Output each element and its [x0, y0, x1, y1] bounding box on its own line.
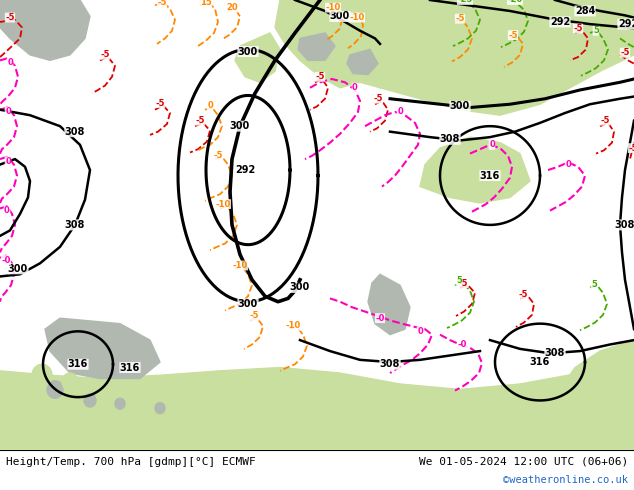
Text: -10: -10: [233, 261, 248, 270]
Text: -10: -10: [216, 199, 231, 209]
Text: -5: -5: [600, 116, 610, 125]
Polygon shape: [420, 137, 530, 203]
Text: 0: 0: [397, 107, 403, 117]
Text: 292: 292: [550, 17, 570, 27]
Text: -10: -10: [325, 3, 340, 12]
Polygon shape: [298, 33, 335, 60]
Text: Height/Temp. 700 hPa [gdmp][°C] ECMWF: Height/Temp. 700 hPa [gdmp][°C] ECMWF: [6, 457, 256, 467]
Text: -5: -5: [573, 24, 583, 33]
Polygon shape: [45, 318, 160, 378]
Text: 308: 308: [65, 220, 85, 230]
Polygon shape: [368, 274, 410, 335]
Text: -5: -5: [628, 144, 634, 152]
Circle shape: [84, 394, 96, 407]
Polygon shape: [347, 49, 378, 74]
Text: 300: 300: [330, 11, 350, 22]
Text: 316: 316: [68, 359, 88, 369]
Text: We 01-05-2024 12:00 UTC (06+06): We 01-05-2024 12:00 UTC (06+06): [418, 457, 628, 467]
Text: -0: -0: [375, 314, 385, 323]
Text: -10: -10: [349, 13, 365, 22]
Polygon shape: [0, 0, 90, 60]
Text: 316: 316: [120, 363, 140, 372]
Text: 308: 308: [380, 359, 400, 369]
Text: 5: 5: [456, 276, 462, 285]
Text: 5: 5: [591, 280, 597, 289]
Text: 284: 284: [575, 6, 595, 16]
Text: 0: 0: [207, 101, 213, 110]
Text: 292: 292: [235, 165, 255, 175]
Text: 15: 15: [200, 0, 212, 7]
Text: 300: 300: [238, 299, 258, 309]
Text: 20: 20: [226, 3, 238, 12]
Polygon shape: [275, 0, 430, 88]
Text: -5: -5: [5, 13, 15, 22]
Text: 292: 292: [618, 19, 634, 29]
Polygon shape: [380, 0, 634, 115]
Circle shape: [32, 364, 52, 386]
Text: 300: 300: [238, 47, 258, 56]
Text: 300: 300: [450, 101, 470, 111]
Text: -25: -25: [457, 0, 473, 4]
Text: 316: 316: [480, 171, 500, 180]
Text: -10: -10: [285, 321, 301, 330]
Text: -20: -20: [507, 0, 522, 4]
Text: 316: 316: [530, 357, 550, 367]
Text: -5: -5: [455, 14, 465, 23]
Text: 308: 308: [440, 134, 460, 145]
Text: -5: -5: [100, 50, 110, 59]
Text: 0: 0: [417, 327, 423, 336]
Text: -5: -5: [508, 30, 518, 40]
Text: 0: 0: [565, 160, 571, 169]
Text: 308: 308: [615, 220, 634, 230]
Circle shape: [115, 398, 125, 409]
Text: 300: 300: [230, 121, 250, 131]
Text: 300: 300: [8, 264, 28, 274]
Text: 0: 0: [4, 206, 10, 215]
Polygon shape: [235, 33, 280, 82]
Polygon shape: [0, 362, 634, 450]
Text: -0: -0: [1, 255, 11, 265]
Text: 0: 0: [489, 140, 495, 149]
Text: ©weatheronline.co.uk: ©weatheronline.co.uk: [503, 475, 628, 485]
Text: 0: 0: [5, 107, 11, 117]
Text: -5: -5: [249, 312, 259, 320]
Text: -5: -5: [213, 151, 223, 160]
Circle shape: [155, 403, 165, 414]
Text: -5: -5: [157, 0, 167, 7]
Text: 5: 5: [593, 26, 599, 35]
Circle shape: [47, 381, 63, 398]
Text: -0: -0: [457, 340, 467, 349]
Text: -5: -5: [518, 290, 527, 298]
Polygon shape: [560, 340, 634, 450]
Text: 308: 308: [65, 126, 85, 137]
Text: 308: 308: [545, 348, 565, 358]
Text: -5: -5: [620, 48, 630, 57]
Text: -5: -5: [155, 98, 165, 108]
Text: 300: 300: [290, 282, 310, 293]
Text: -5: -5: [458, 278, 468, 288]
Text: 0: 0: [5, 157, 11, 166]
Circle shape: [62, 373, 78, 391]
Text: -5: -5: [315, 73, 325, 81]
Text: -5: -5: [195, 116, 205, 125]
Text: 0: 0: [352, 83, 358, 92]
Text: 0: 0: [7, 58, 13, 67]
Text: -5: -5: [373, 94, 383, 103]
